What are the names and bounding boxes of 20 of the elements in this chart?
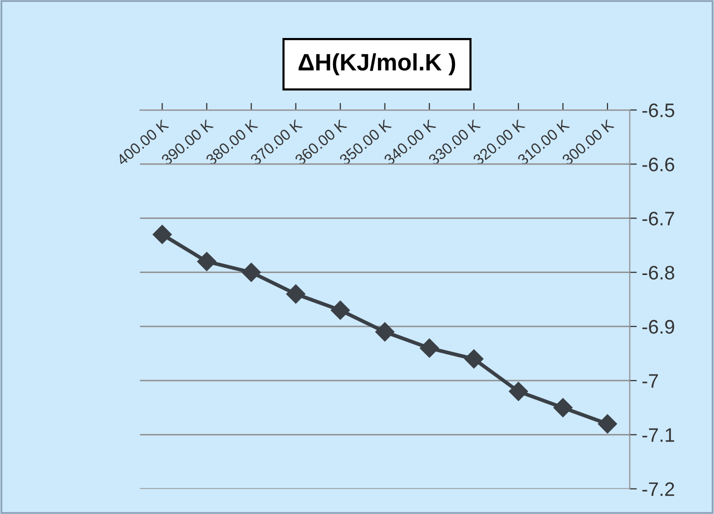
- point: [152, 224, 172, 244]
- y-tick-label: -6.8: [642, 266, 674, 280]
- point: [286, 284, 306, 304]
- y-tick-label: -6.5: [642, 103, 674, 118]
- y-tick-label: -7.1: [642, 428, 674, 442]
- point: [508, 382, 528, 401]
- y-tick-label: -6.7: [642, 212, 674, 226]
- y-tick-label: -7.2: [642, 482, 674, 496]
- y-tick-label: -6.9: [642, 320, 674, 334]
- point: [598, 414, 618, 434]
- point: [197, 252, 216, 272]
- y-tick-label: -7: [642, 374, 658, 388]
- point: [375, 322, 394, 342]
- chart-title: ΔH(KJ/mol.K ): [298, 53, 456, 76]
- point: [420, 338, 439, 358]
- point: [330, 300, 350, 320]
- point: [464, 349, 484, 368]
- point: [242, 262, 261, 282]
- y-tick-label: -6.6: [642, 158, 674, 172]
- point: [553, 398, 572, 418]
